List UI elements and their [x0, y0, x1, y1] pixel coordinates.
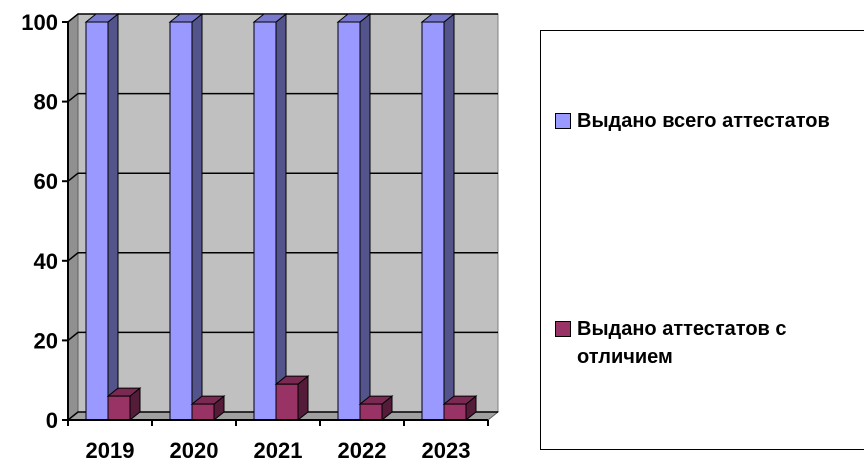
y-tick-label-60: 60	[34, 169, 58, 194]
x-axis-ticks: 2019 2020 2021 2022 2023	[86, 438, 471, 463]
bar-front	[275, 383, 299, 421]
axes	[62, 21, 489, 426]
bar-front	[359, 403, 383, 421]
bar-front	[85, 21, 109, 421]
bar-honors-2020	[190, 395, 226, 422]
bar-total-2023	[420, 12, 456, 422]
bar-side	[107, 12, 119, 422]
y-tick-label-20: 20	[34, 328, 58, 353]
legend-label-honors: Выдано аттестатов с отличием	[577, 318, 787, 368]
bar-front	[443, 403, 467, 421]
bar-front	[107, 395, 131, 421]
legend-item-total: Выдано всего аттестатов	[555, 107, 864, 135]
x-tick-label-2023: 2023	[422, 438, 471, 463]
bar-honors-2023	[442, 395, 478, 422]
bar-front	[169, 21, 193, 421]
x-tick-label-2019: 2019	[86, 438, 135, 463]
legend-item-honors: Выдано аттестатов с отличием	[555, 315, 864, 371]
bar-honors-2019	[106, 387, 142, 422]
bar-honors-2021	[274, 375, 310, 422]
bar-honors-2022	[358, 395, 394, 422]
y-axis-ticks: 0 20 40 60 80 100	[21, 10, 58, 433]
bar-side	[359, 12, 371, 422]
bar-side	[191, 12, 203, 422]
bar-total-2022	[336, 12, 372, 422]
x-tick-label-2020: 2020	[170, 438, 219, 463]
bar-front	[421, 21, 445, 421]
bar-side	[275, 12, 287, 422]
side-wall	[67, 12, 79, 422]
y-tick-label-40: 40	[34, 249, 58, 274]
legend-label-total: Выдано всего аттестатов	[577, 110, 830, 132]
y-tick-label-100: 100	[21, 10, 58, 35]
bar-total-2021	[252, 12, 288, 422]
bar-total-2020	[168, 12, 204, 422]
y-tick-label-80: 80	[34, 90, 58, 115]
x-tick-label-2022: 2022	[338, 438, 387, 463]
bar-total-2019	[84, 12, 120, 422]
y-tick-label-0: 0	[46, 408, 58, 433]
legend: Выдано всего аттестатов Выдано аттестато…	[540, 30, 864, 450]
bar-side	[443, 12, 455, 422]
bar-front	[191, 403, 215, 421]
bar-front	[337, 21, 361, 421]
legend-swatch-honors	[555, 321, 571, 337]
chart: 0 20 40 60 80 100 2019 2020 2021 2022 2023	[21, 10, 500, 463]
bar-front	[253, 21, 277, 421]
x-tick-label-2021: 2021	[254, 438, 303, 463]
legend-swatch-total	[555, 113, 571, 129]
